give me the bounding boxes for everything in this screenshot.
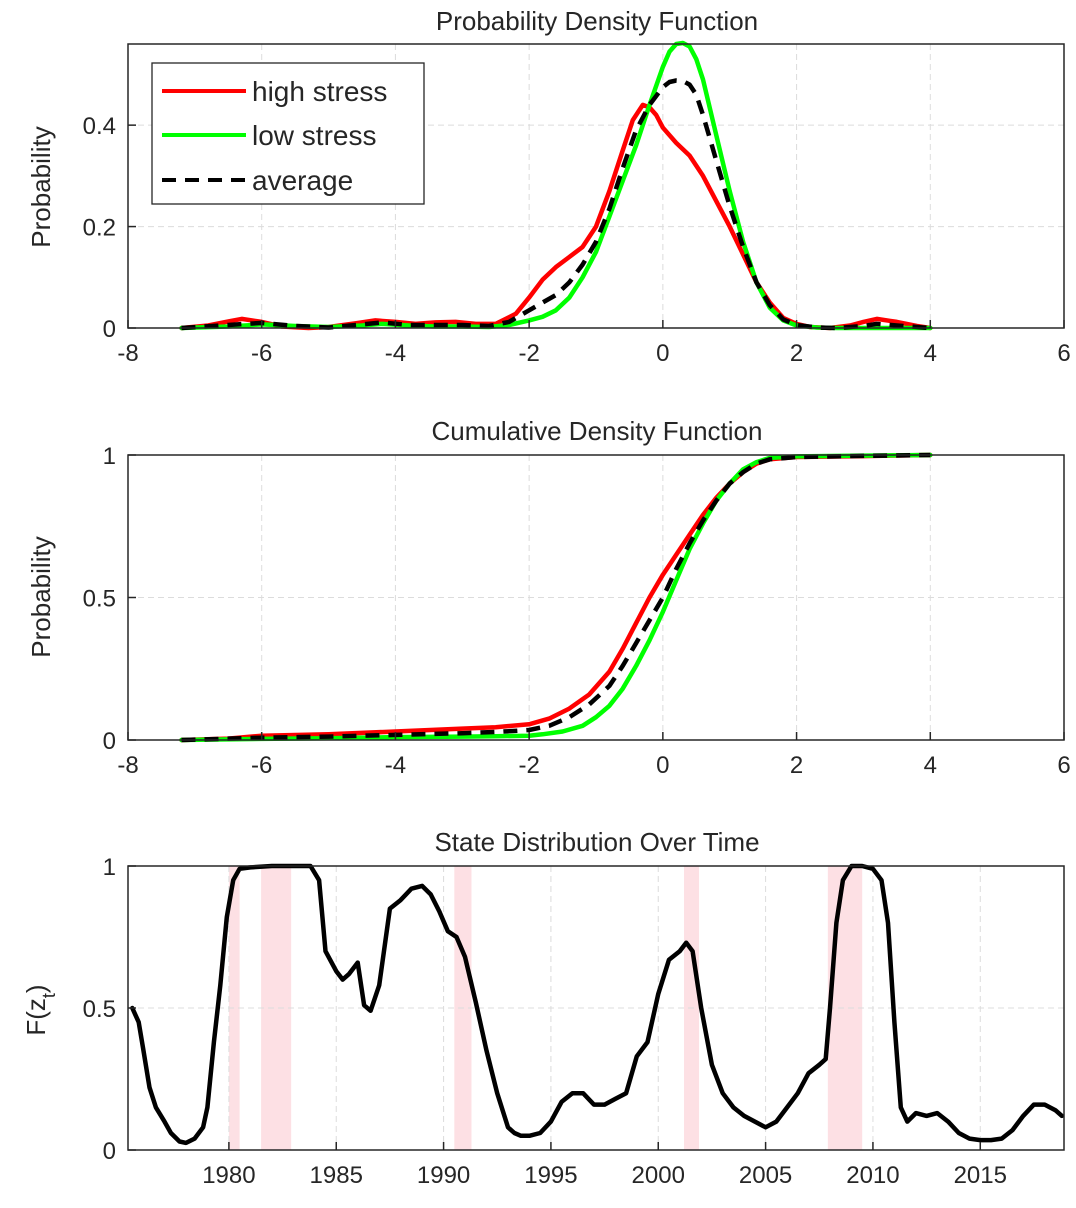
- x-tick-label: -4: [385, 752, 406, 779]
- x-tick-label: 6: [1057, 340, 1070, 367]
- y-tick-label: 0: [103, 1138, 116, 1165]
- x-tick-label: 1990: [417, 1162, 470, 1189]
- state-lines: [130, 863, 1065, 1146]
- x-tick-label: 2000: [632, 1162, 685, 1189]
- x-tick-label: 1995: [524, 1162, 577, 1189]
- x-tick-label: -2: [518, 340, 539, 367]
- series-line-average: [181, 78, 931, 331]
- x-tick-label: 2010: [846, 1162, 899, 1189]
- x-tick-label: -2: [518, 752, 539, 779]
- y-tick-label: 1: [103, 854, 116, 881]
- x-tick-label: 0: [656, 752, 669, 779]
- x-tick-label: 0: [656, 340, 669, 367]
- x-tick-label: 1985: [310, 1162, 363, 1189]
- legend-label-high-stress: high stress: [252, 76, 387, 107]
- x-tick-label: -8: [117, 340, 138, 367]
- cdf-grid: [128, 455, 1064, 740]
- recession-band: [228, 866, 240, 1150]
- x-tick-label: 1980: [202, 1162, 255, 1189]
- x-tick-label: -8: [117, 752, 138, 779]
- state-ticks: 1980 1985 1990 1995 2000 2005 2010 2015 0 0.5 1: [83, 854, 1007, 1189]
- y-tick-label: 0.5: [83, 586, 116, 613]
- pdf-legend: high stress low stress average: [151, 62, 425, 205]
- cdf-lines: [179, 452, 933, 743]
- state-panel: State Distribution Over Time F(zt) 1980 1…: [21, 827, 1065, 1189]
- x-tick-label: -6: [251, 340, 272, 367]
- pdf-y-axis-label: Probability: [26, 126, 56, 247]
- state-grid: [128, 866, 1064, 1150]
- x-tick-label: -6: [251, 752, 272, 779]
- series-line-average: [181, 452, 931, 743]
- y-tick-label: 0.2: [83, 215, 116, 242]
- cdf-y-axis-label: Probability: [26, 536, 56, 657]
- x-tick-label: 2: [790, 340, 803, 367]
- pdf-ticks: -8 -6 -4 -2 0 2 4 6 0 0.2 0.4: [83, 113, 1071, 367]
- recession-band: [261, 866, 292, 1150]
- x-tick-label: 2: [790, 752, 803, 779]
- pdf-title: Probability Density Function: [436, 6, 758, 36]
- y-tick-label: 0.5: [83, 996, 116, 1023]
- state-y-axis-label: F(zt): [21, 984, 59, 1035]
- pdf-axes-frame: [127, 43, 1065, 329]
- cdf-title: Cumulative Density Function: [432, 416, 763, 446]
- x-tick-label: 2015: [954, 1162, 1007, 1189]
- cdf-ticks: -8 -6 -4 -2 0 2 4 6 0 0.5 1: [83, 443, 1071, 779]
- state-title: State Distribution Over Time: [434, 827, 759, 857]
- x-tick-label: -4: [385, 340, 406, 367]
- y-tick-label: 0: [103, 728, 116, 755]
- pdf-lines: [179, 40, 933, 331]
- cdf-panel: Cumulative Density Function Probability …: [26, 416, 1071, 779]
- legend-label-low-stress: low stress: [252, 120, 376, 151]
- x-tick-label: 6: [1057, 752, 1070, 779]
- pdf-panel: Probability Density Function Probability…: [26, 6, 1071, 367]
- y-tick-label: 0.4: [83, 113, 116, 140]
- legend-label-average: average: [252, 165, 353, 196]
- y-tick-label: 0: [103, 316, 116, 343]
- x-tick-label: 4: [924, 752, 937, 779]
- y-tick-label: 1: [103, 443, 116, 470]
- x-tick-label: 2005: [739, 1162, 792, 1189]
- series-line-state: [130, 863, 1065, 1146]
- x-tick-label: 4: [924, 340, 937, 367]
- series-line-low-stress: [179, 452, 933, 743]
